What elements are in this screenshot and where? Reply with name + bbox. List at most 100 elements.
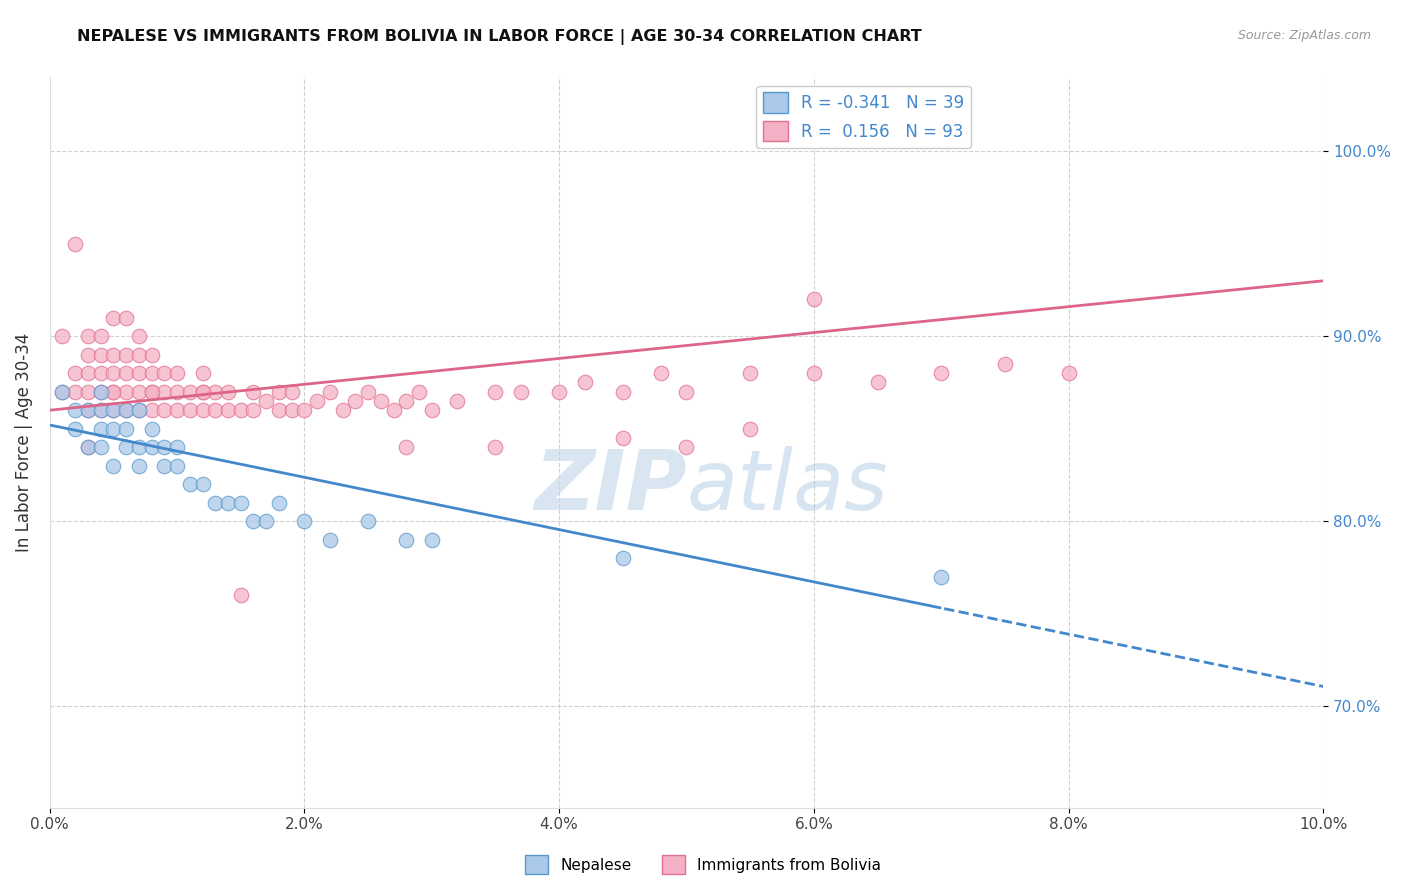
Point <box>229 495 252 509</box>
Point <box>153 366 176 380</box>
Point <box>166 440 188 454</box>
Point <box>242 403 264 417</box>
Point <box>675 440 697 454</box>
Point <box>217 403 239 417</box>
Point <box>90 348 112 362</box>
Point <box>191 366 214 380</box>
Point <box>370 394 392 409</box>
Point <box>128 403 150 417</box>
Point <box>115 384 138 399</box>
Point <box>103 348 125 362</box>
Point <box>103 403 125 417</box>
Point <box>332 403 354 417</box>
Point <box>115 348 138 362</box>
Point <box>292 403 315 417</box>
Point <box>191 477 214 491</box>
Point <box>204 495 226 509</box>
Point <box>929 366 952 380</box>
Point <box>76 440 98 454</box>
Point <box>51 384 73 399</box>
Point <box>166 403 188 417</box>
Point <box>292 514 315 528</box>
Point <box>153 458 176 473</box>
Point <box>319 533 342 547</box>
Point <box>141 366 163 380</box>
Point <box>141 403 163 417</box>
Point <box>420 533 443 547</box>
Point <box>90 366 112 380</box>
Point <box>395 533 418 547</box>
Point <box>166 366 188 380</box>
Point <box>153 403 176 417</box>
Point <box>242 514 264 528</box>
Point <box>650 366 672 380</box>
Point <box>63 403 86 417</box>
Point <box>141 384 163 399</box>
Text: ZIP: ZIP <box>534 446 686 527</box>
Point <box>51 384 73 399</box>
Point <box>76 384 98 399</box>
Point <box>63 384 86 399</box>
Point <box>179 403 201 417</box>
Point <box>141 384 163 399</box>
Point <box>280 384 302 399</box>
Point <box>90 329 112 343</box>
Point <box>51 329 73 343</box>
Point <box>128 384 150 399</box>
Point <box>63 236 86 251</box>
Legend: Nepalese, Immigrants from Bolivia: Nepalese, Immigrants from Bolivia <box>519 849 887 880</box>
Point <box>90 384 112 399</box>
Point <box>395 394 418 409</box>
Point <box>115 403 138 417</box>
Point <box>229 403 252 417</box>
Point <box>128 403 150 417</box>
Point <box>1057 366 1080 380</box>
Point <box>103 310 125 325</box>
Point <box>280 403 302 417</box>
Point <box>740 366 762 380</box>
Point <box>357 514 380 528</box>
Point <box>115 310 138 325</box>
Point <box>179 477 201 491</box>
Point <box>204 384 226 399</box>
Point <box>267 495 290 509</box>
Point <box>90 440 112 454</box>
Point <box>803 366 825 380</box>
Point <box>307 394 329 409</box>
Point <box>115 440 138 454</box>
Point <box>242 384 264 399</box>
Text: Source: ZipAtlas.com: Source: ZipAtlas.com <box>1237 29 1371 42</box>
Point <box>267 403 290 417</box>
Point <box>141 348 163 362</box>
Point <box>76 366 98 380</box>
Point <box>76 403 98 417</box>
Point <box>103 403 125 417</box>
Text: NEPALESE VS IMMIGRANTS FROM BOLIVIA IN LABOR FORCE | AGE 30-34 CORRELATION CHART: NEPALESE VS IMMIGRANTS FROM BOLIVIA IN L… <box>77 29 922 45</box>
Point <box>128 348 150 362</box>
Y-axis label: In Labor Force | Age 30-34: In Labor Force | Age 30-34 <box>15 333 32 552</box>
Point <box>994 357 1017 371</box>
Point <box>103 384 125 399</box>
Point <box>548 384 571 399</box>
Point <box>191 384 214 399</box>
Point <box>408 384 430 399</box>
Point <box>90 384 112 399</box>
Point <box>191 403 214 417</box>
Point <box>63 422 86 436</box>
Point <box>115 403 138 417</box>
Point <box>675 384 697 399</box>
Point <box>217 495 239 509</box>
Point <box>153 440 176 454</box>
Point <box>179 384 201 399</box>
Legend: R = -0.341   N = 39, R =  0.156   N = 93: R = -0.341 N = 39, R = 0.156 N = 93 <box>756 86 972 148</box>
Point <box>484 440 506 454</box>
Point <box>357 384 380 399</box>
Point <box>115 366 138 380</box>
Point <box>612 384 634 399</box>
Point <box>217 384 239 399</box>
Point <box>166 458 188 473</box>
Point <box>319 384 342 399</box>
Point <box>740 422 762 436</box>
Point <box>929 569 952 583</box>
Point <box>446 394 468 409</box>
